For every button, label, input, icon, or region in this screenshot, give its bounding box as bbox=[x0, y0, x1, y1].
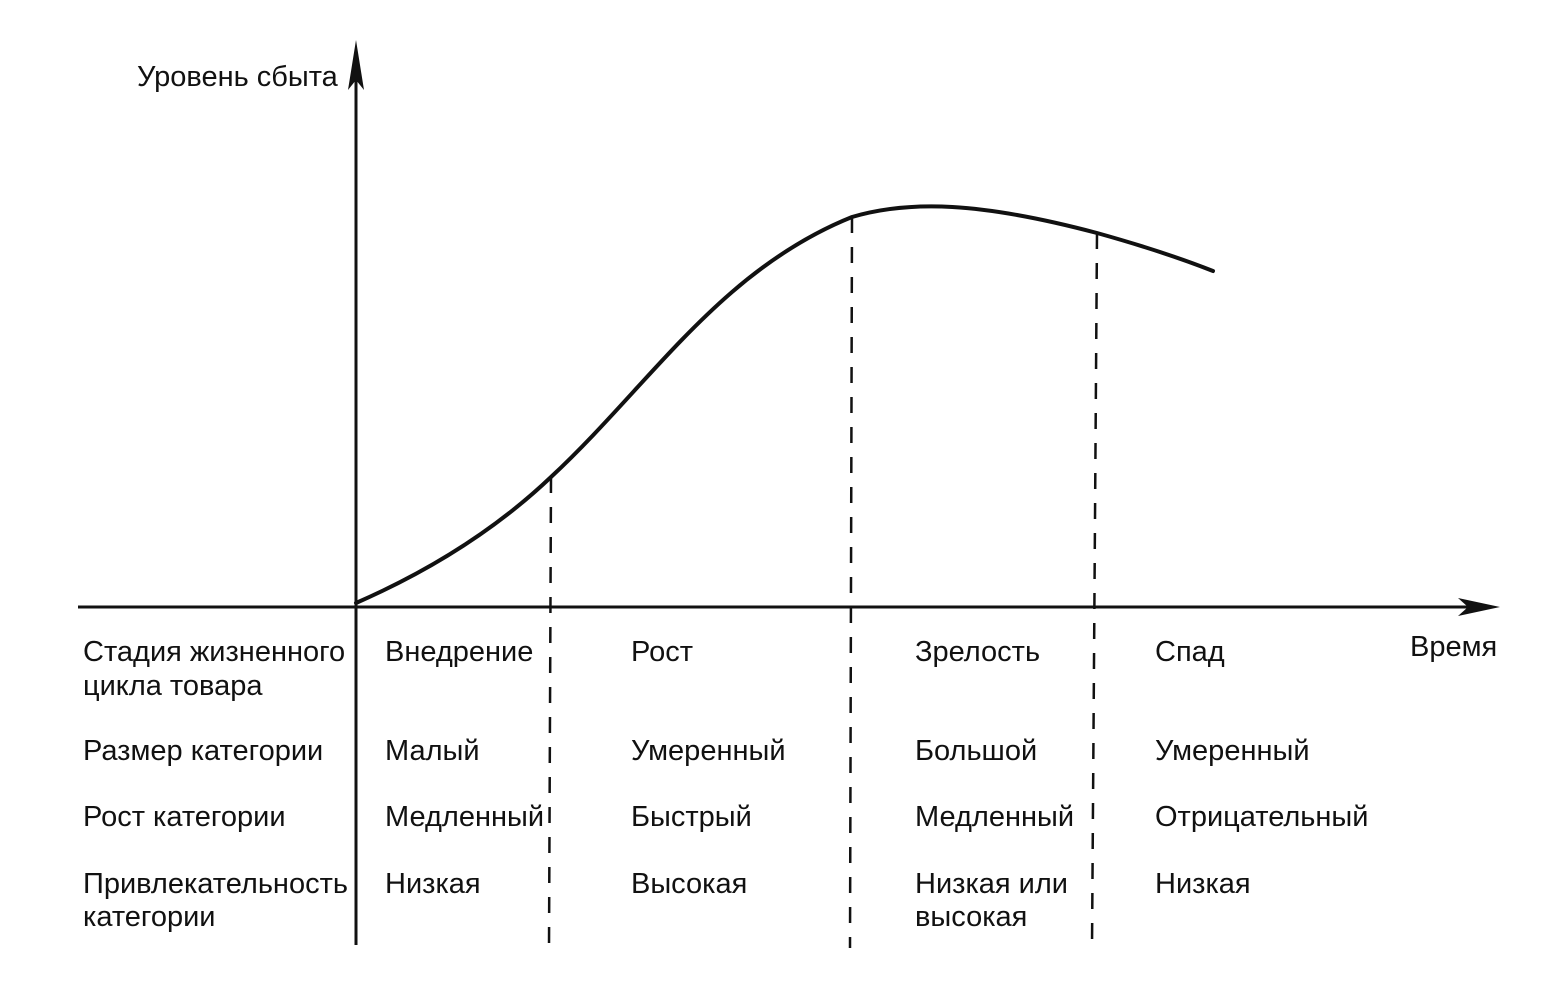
row-header-growth: Рост категории bbox=[83, 801, 286, 833]
stage-name-introduction: Внедрение bbox=[385, 636, 533, 668]
attractiveness-growth: Высокая bbox=[631, 868, 747, 900]
x-axis-label: Время bbox=[1410, 631, 1497, 663]
row-header-size: Размер категории bbox=[83, 735, 323, 767]
growth-introduction: Медленный bbox=[385, 801, 544, 833]
growth-decline: Отрицательный bbox=[1155, 801, 1368, 833]
stage-name-decline: Спад bbox=[1155, 636, 1225, 668]
divider-introduction-growth bbox=[547, 476, 553, 949]
divider-maturity-decline bbox=[1090, 232, 1099, 949]
y-axis-arrowhead bbox=[348, 40, 364, 90]
x-axis-arrowhead bbox=[1458, 598, 1500, 616]
size-introduction: Малый bbox=[385, 735, 480, 767]
growth-growth: Быстрый bbox=[631, 801, 752, 833]
size-growth: Умеренный bbox=[631, 735, 786, 767]
sales-curve bbox=[354, 204, 1215, 605]
row-header-attractiveness: Привлекательность категории bbox=[83, 868, 356, 933]
stage-name-growth: Рост bbox=[631, 636, 693, 668]
attractiveness-maturity: Низкая или высокая bbox=[915, 868, 1076, 933]
size-maturity: Большой bbox=[915, 735, 1037, 767]
attractiveness-decline: Низкая bbox=[1155, 868, 1251, 900]
size-decline: Умеренный bbox=[1155, 735, 1310, 767]
divider-growth-maturity bbox=[848, 216, 854, 949]
attractiveness-introduction: Низкая bbox=[385, 868, 481, 900]
growth-maturity: Медленный bbox=[915, 801, 1074, 833]
y-axis-label: Уровень сбыта bbox=[137, 61, 339, 93]
stage-name-maturity: Зрелость bbox=[915, 636, 1040, 668]
row-header-stage: Стадия жизненного цикла товара bbox=[83, 636, 353, 702]
